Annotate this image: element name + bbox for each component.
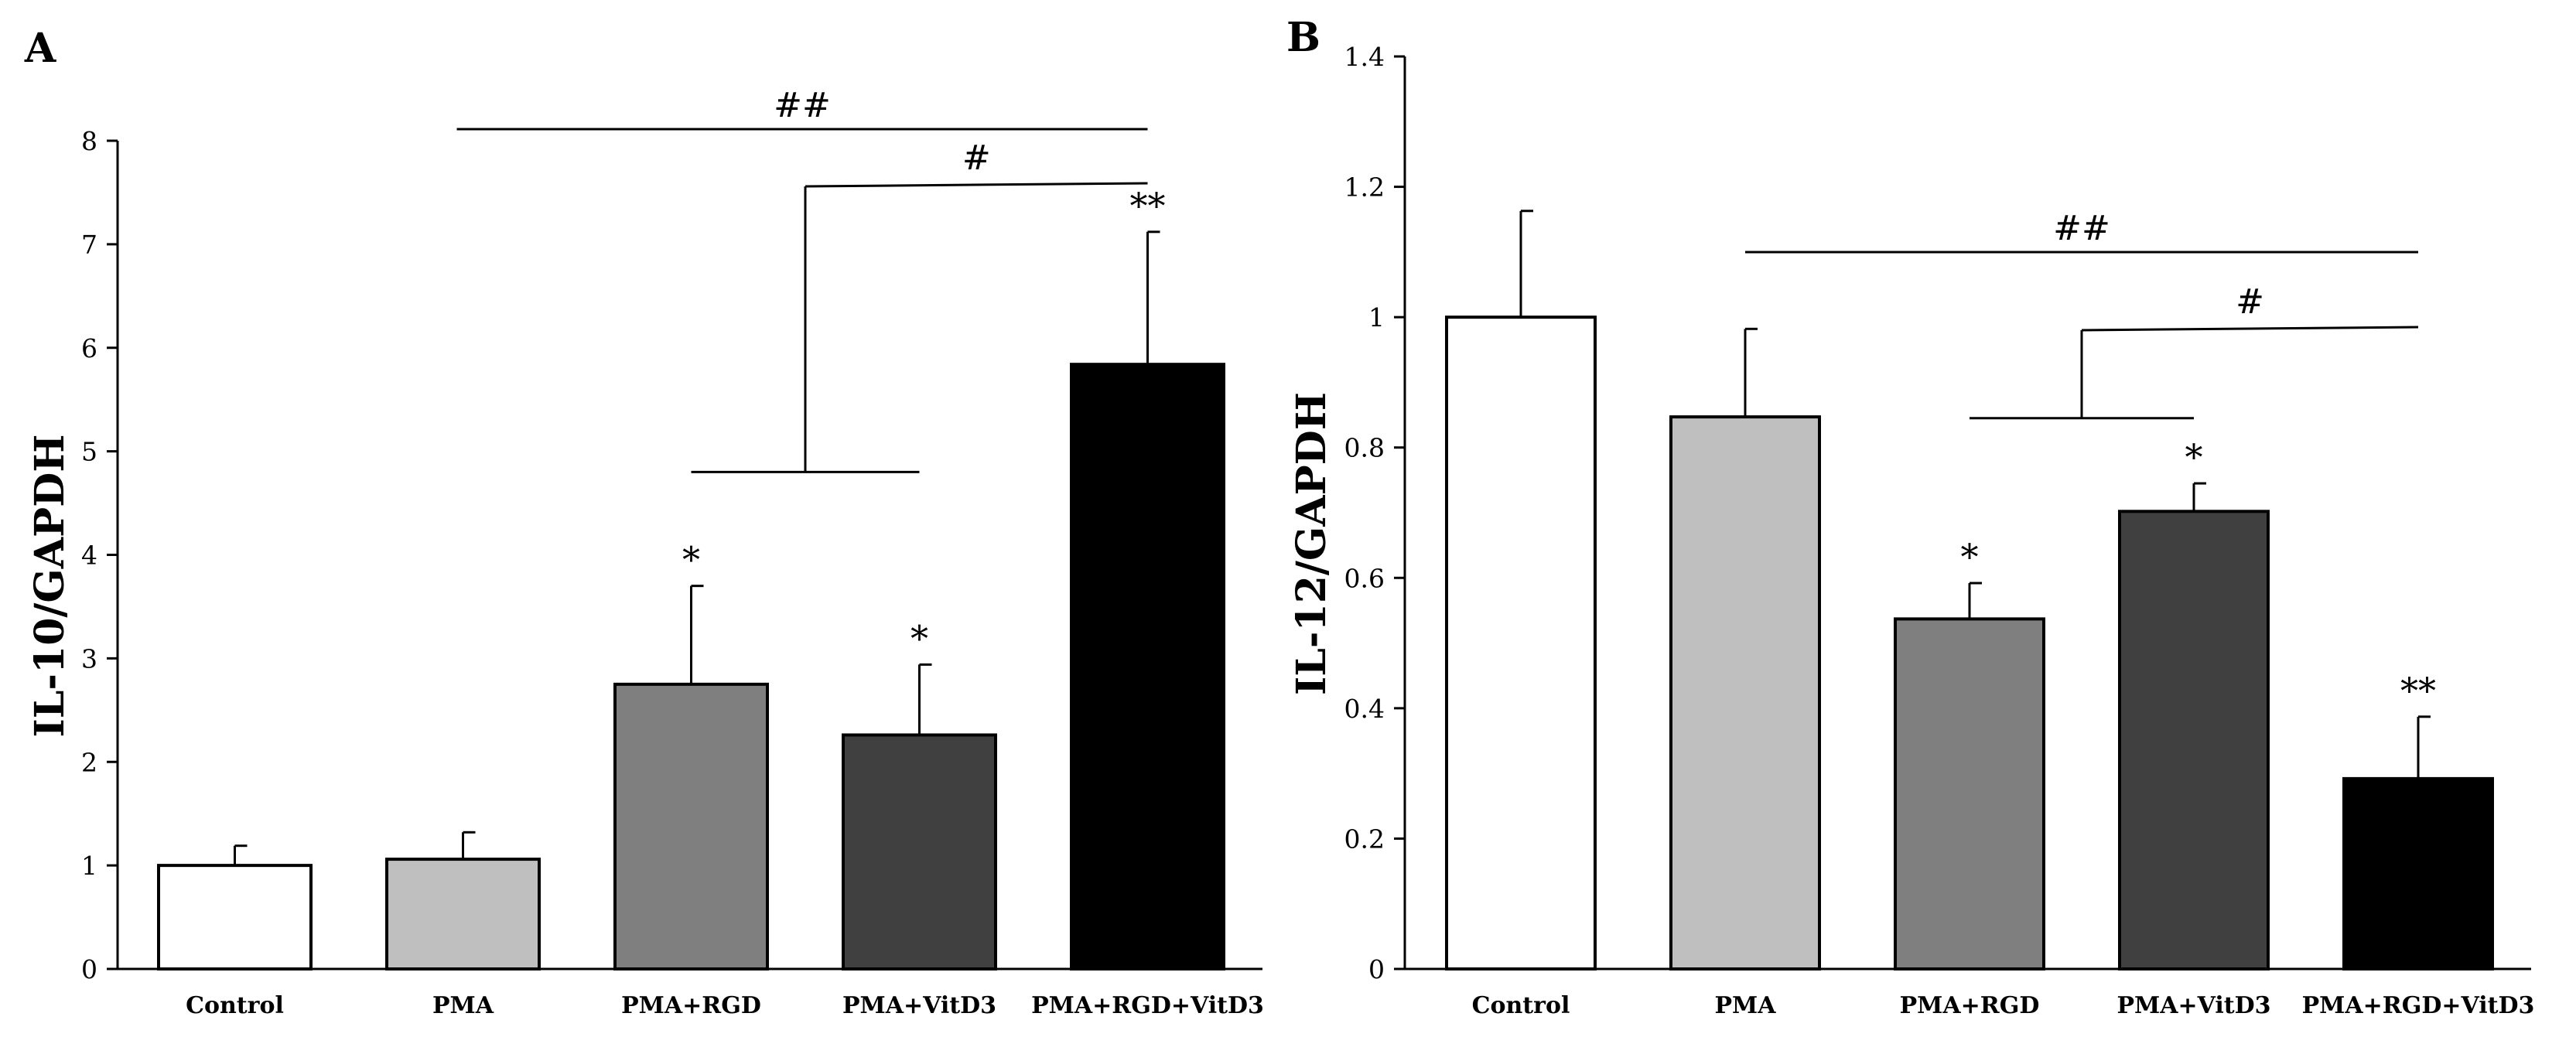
bar-pma-vitd3	[842, 733, 997, 970]
x-tick-label: PMA+RGD+VitD3	[1031, 992, 1264, 1019]
x-tick-label: PMA	[432, 992, 494, 1019]
bar-pma-rgd	[1894, 617, 2045, 971]
bar-pma-rgd-vitd3	[1070, 363, 1225, 971]
x-tick-label: PMA+RGD	[621, 992, 761, 1019]
y-tick-label: 3	[81, 643, 97, 674]
bar-pma	[1669, 415, 1821, 970]
significance-label: #	[962, 138, 991, 178]
y-tick-label: 2	[81, 747, 97, 777]
significance-star: *	[682, 539, 700, 581]
x-tick-label: PMA+RGD	[1900, 992, 2040, 1019]
panel-label: A	[24, 25, 56, 72]
y-tick-label: 0	[1368, 954, 1385, 984]
y-tick-label: 8	[81, 126, 97, 156]
panel-label: B	[1286, 14, 1320, 61]
significance-label: #	[2236, 282, 2264, 322]
chart-panel-b: B 0 0.2 0.4 0.6 0.8 1 1.2 1.4 IL-12/GAPDH Control P…	[1286, 14, 2534, 1019]
significance-star: **	[2400, 670, 2436, 711]
y-tick-label: 0.2	[1344, 824, 1385, 854]
bar-control	[157, 864, 313, 970]
bar-pma	[385, 858, 541, 971]
y-tick-label: 1.4	[1344, 42, 1385, 72]
chart-panel-a: A 0 1 2 3 4 5 6 7 8 IL-10/GAPDH Control PMA * PMA+RGD *…	[24, 25, 1264, 1019]
x-tick-label: Control	[1472, 992, 1570, 1019]
x-tick-label: Control	[186, 992, 284, 1019]
significance-star: *	[1961, 536, 1979, 578]
y-tick-label: 6	[81, 333, 97, 363]
significance-star: *	[910, 617, 928, 659]
y-tick-label: 5	[81, 437, 97, 467]
bar-pma-vitd3	[2118, 510, 2270, 970]
significance-bracket-top	[2081, 326, 2419, 332]
y-tick-label: 7	[81, 230, 97, 260]
x-tick-label: PMA+VitD3	[2116, 992, 2270, 1019]
x-tick-label: PMA+RGD+VitD3	[2302, 992, 2535, 1019]
significance-star: *	[2185, 436, 2203, 478]
significance-bracket-top	[805, 182, 1148, 188]
y-axis-label: IL-12/GAPDH	[1288, 392, 1335, 695]
y-tick-label: 4	[81, 541, 97, 571]
significance-star: **	[1130, 185, 1166, 227]
bar-pma-rgd-vitd3	[2342, 776, 2494, 971]
y-tick-label: 1.2	[1344, 172, 1385, 203]
x-tick-label: PMA	[1714, 992, 1776, 1019]
y-axis-label: IL-10/GAPDH	[26, 435, 73, 738]
y-tick-label: 0.4	[1344, 694, 1385, 724]
bar-pma-rgd	[613, 682, 769, 970]
significance-label: ##	[2053, 209, 2110, 248]
y-tick-label: 0	[81, 954, 97, 984]
x-tick-label: PMA+VitD3	[842, 992, 996, 1019]
y-tick-label: 1	[81, 851, 97, 881]
y-tick-label: 0.8	[1344, 433, 1385, 463]
y-tick-label: 1	[1368, 302, 1385, 333]
significance-label: ##	[774, 86, 831, 125]
bar-control	[1445, 316, 1597, 970]
y-tick-label: 0.6	[1344, 563, 1385, 593]
